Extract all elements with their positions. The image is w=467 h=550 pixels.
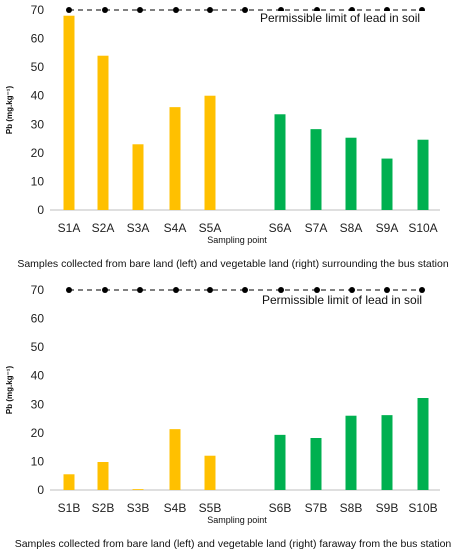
bar-S5A xyxy=(204,95,216,210)
bar-S10B xyxy=(417,398,429,490)
x-tick-label: S10B xyxy=(408,501,437,515)
bar-S10A xyxy=(417,139,429,210)
permissible-limit-label: Permissible limit of lead in soil xyxy=(260,11,420,25)
limit-marker-dot xyxy=(419,287,425,293)
limit-marker-dot xyxy=(207,287,213,293)
y-tick-label: 70 xyxy=(31,283,45,297)
limit-marker-dot xyxy=(137,7,143,13)
x-tick-label: S5A xyxy=(199,221,222,235)
x-tick-label: S4B xyxy=(164,501,187,515)
y-tick-label: 20 xyxy=(31,426,45,440)
y-tick-label: 60 xyxy=(31,312,45,326)
y-axis-label: Pb (mg.kg⁻¹) xyxy=(5,366,14,415)
x-tick-label: S9A xyxy=(376,221,399,235)
limit-marker-dot xyxy=(242,287,248,293)
y-tick-label: 70 xyxy=(31,3,45,17)
x-tick-label: S10A xyxy=(408,221,437,235)
chart-panel-top: 0 10 20 30 40 50 60 70 Pb (mg.kg⁻¹) S1A S2A S3A S4A S… xyxy=(5,3,449,270)
x-tick-label: S8A xyxy=(340,221,363,235)
bar-S7B xyxy=(310,438,322,490)
chart-panel-bottom: 0 10 20 30 40 50 60 70 Pb (mg.kg⁻¹) S1B S2B S3B S4B S… xyxy=(5,283,451,550)
limit-label-background xyxy=(257,11,439,26)
y-tick-label: 50 xyxy=(31,60,45,74)
limit-marker-dot xyxy=(349,287,355,293)
x-tick-label: S6B xyxy=(269,501,292,515)
limit-marker-dot xyxy=(173,287,179,293)
limit-marker-dot xyxy=(242,7,248,13)
x-tick-label: S3A xyxy=(127,221,150,235)
x-tick-label: S2A xyxy=(92,221,115,235)
y-tick-label: 40 xyxy=(31,369,45,383)
bar-S9A xyxy=(381,158,393,210)
limit-marker-dot xyxy=(207,7,213,13)
y-axis-label: Pb (mg.kg⁻¹) xyxy=(5,86,14,135)
chart-caption: Samples collected from bare land (left) … xyxy=(17,258,448,270)
y-tick-label: 10 xyxy=(31,174,45,188)
bar-S4B xyxy=(169,429,181,490)
limit-marker-dot xyxy=(137,287,143,293)
limit-marker-dot xyxy=(102,7,108,13)
x-tick-label: S2B xyxy=(92,501,115,515)
bar-S1B xyxy=(63,474,75,490)
bar-S9B xyxy=(381,415,393,490)
x-tick-label: S1B xyxy=(58,501,81,515)
x-tick-label: S7B xyxy=(305,501,328,515)
x-tick-label: S6A xyxy=(269,221,292,235)
x-axis-label: Sampling point xyxy=(207,235,267,245)
y-tick-label: 0 xyxy=(37,483,44,497)
y-tick-label: 60 xyxy=(31,32,45,46)
bar-S7A xyxy=(310,129,322,210)
x-tick-label: S9B xyxy=(376,501,399,515)
bar-S3B xyxy=(132,489,144,490)
y-tick-label: 40 xyxy=(31,89,45,103)
bar-S6A xyxy=(274,114,286,210)
bar-S2B xyxy=(97,462,109,490)
x-tick-label: S1A xyxy=(58,221,81,235)
limit-marker-dot xyxy=(278,287,284,293)
limit-marker-dot xyxy=(102,287,108,293)
x-tick-label: S8B xyxy=(340,501,363,515)
bar-S6B xyxy=(274,434,286,490)
bar-S4A xyxy=(169,107,181,210)
permissible-limit-label: Permissible limit of lead in soil xyxy=(262,293,422,307)
limit-marker-dot xyxy=(66,287,72,293)
y-tick-label: 0 xyxy=(37,203,44,217)
x-tick-label: S5B xyxy=(199,501,222,515)
limit-marker-dot xyxy=(314,287,320,293)
x-tick-label: S3B xyxy=(127,501,150,515)
limit-marker-dot xyxy=(384,287,390,293)
limit-marker-dot xyxy=(66,7,72,13)
x-tick-label: S4A xyxy=(164,221,187,235)
y-tick-label: 10 xyxy=(31,454,45,468)
x-axis-label: Sampling point xyxy=(207,515,267,525)
y-tick-label: 30 xyxy=(31,117,45,131)
bar-S8B xyxy=(345,415,357,490)
bar-S8A xyxy=(345,137,357,210)
y-tick-label: 30 xyxy=(31,397,45,411)
bar-S2A xyxy=(97,55,109,210)
y-tick-label: 20 xyxy=(31,146,45,160)
limit-marker-dot xyxy=(173,7,179,13)
x-tick-label: S7A xyxy=(305,221,328,235)
bar-S5B xyxy=(204,455,216,490)
bar-S3A xyxy=(132,144,144,210)
limit-label-background xyxy=(259,293,441,308)
chart-caption: Samples collected from bare land (left) … xyxy=(15,538,452,550)
bar-S1A xyxy=(63,15,75,211)
y-tick-label: 50 xyxy=(31,340,45,354)
